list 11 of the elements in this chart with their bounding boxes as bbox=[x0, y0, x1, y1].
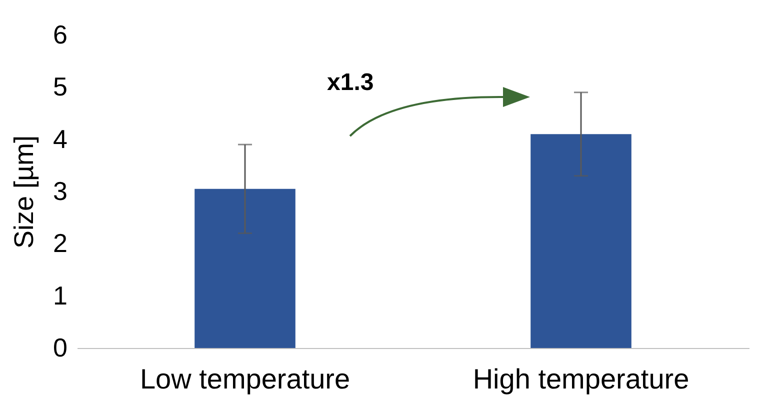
y-tick-label: 6 bbox=[53, 20, 68, 50]
x-tick-label: Low temperature bbox=[140, 364, 350, 394]
x-tick-label: High temperature bbox=[472, 364, 690, 394]
y-tick-label: 4 bbox=[53, 124, 68, 154]
y-tick-label: 0 bbox=[53, 332, 68, 362]
y-tick-label: 3 bbox=[53, 176, 68, 206]
y-axis-title: Size [µm] bbox=[9, 135, 40, 249]
y-tick-label: 2 bbox=[53, 228, 68, 258]
y-tick-label: 1 bbox=[53, 280, 68, 310]
y-tick-label: 5 bbox=[53, 72, 68, 102]
annotation: x1.3 bbox=[327, 69, 374, 96]
